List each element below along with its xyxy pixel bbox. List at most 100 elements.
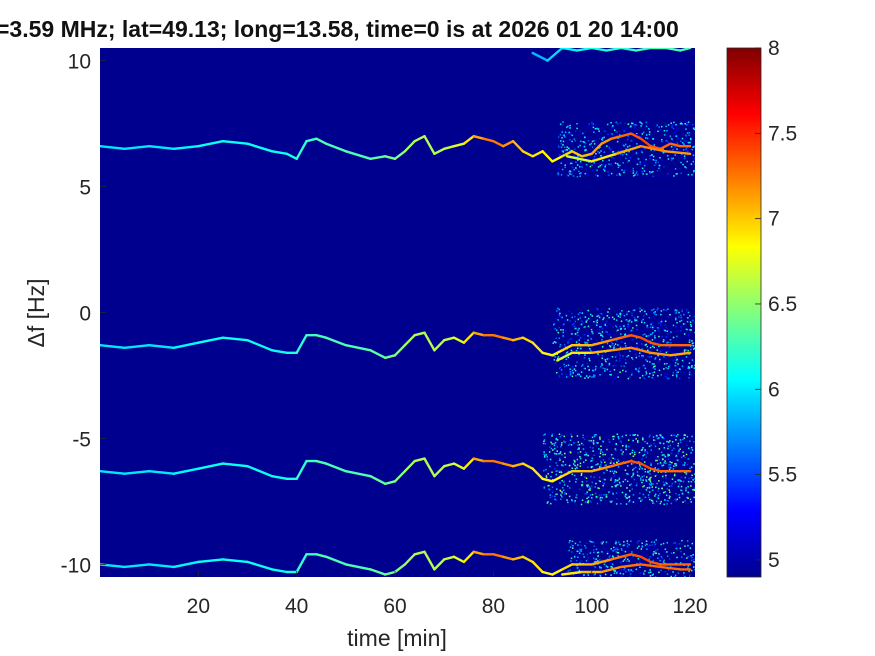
noise-speck bbox=[591, 122, 593, 124]
noise-speck bbox=[645, 173, 647, 175]
noise-speck bbox=[659, 462, 662, 464]
noise-speck bbox=[605, 330, 607, 333]
noise-speck bbox=[680, 122, 682, 124]
noise-speck bbox=[643, 321, 646, 324]
noise-speck bbox=[659, 559, 661, 562]
noise-speck bbox=[645, 137, 647, 139]
noise-speck bbox=[622, 461, 625, 463]
noise-speck bbox=[599, 452, 602, 455]
trace-segment bbox=[369, 155, 387, 161]
noise-speck bbox=[587, 558, 590, 561]
trace-segment bbox=[413, 457, 426, 463]
noise-speck bbox=[578, 134, 580, 136]
noise-speck bbox=[560, 162, 562, 164]
noise-speck bbox=[657, 471, 659, 473]
noise-speck bbox=[580, 172, 582, 174]
noise-speck bbox=[624, 328, 626, 330]
noise-speck bbox=[619, 325, 621, 328]
noise-speck bbox=[670, 452, 673, 455]
noise-speck bbox=[576, 331, 579, 334]
noise-speck bbox=[644, 164, 646, 167]
noise-speck bbox=[619, 354, 621, 357]
noise-speck bbox=[562, 140, 565, 143]
trace-segment bbox=[482, 137, 495, 143]
noise-speck bbox=[587, 309, 590, 312]
noise-speck bbox=[564, 491, 566, 494]
noise-speck bbox=[653, 366, 655, 368]
noise-speck bbox=[622, 544, 625, 547]
noise-speck bbox=[615, 359, 618, 362]
noise-speck bbox=[584, 341, 586, 344]
noise-speck bbox=[551, 471, 553, 473]
noise-speck bbox=[600, 499, 602, 502]
noise-speck bbox=[616, 570, 618, 573]
noise-speck bbox=[606, 368, 609, 371]
noise-speck bbox=[596, 551, 599, 554]
trace-segment bbox=[590, 152, 618, 163]
noise-speck bbox=[641, 170, 643, 173]
trace-segment bbox=[511, 462, 525, 468]
trace-segment bbox=[590, 349, 613, 354]
noise-speck bbox=[629, 453, 631, 455]
trace-segment bbox=[413, 331, 426, 337]
noise-speck bbox=[641, 545, 643, 547]
noise-speck bbox=[604, 478, 606, 481]
noise-speck bbox=[592, 447, 594, 449]
noise-speck bbox=[558, 154, 561, 156]
noise-speck bbox=[642, 437, 644, 439]
noise-speck bbox=[658, 554, 661, 556]
noise-speck bbox=[633, 349, 636, 352]
noise-speck bbox=[613, 462, 615, 464]
noise-speck bbox=[585, 477, 588, 479]
noise-speck bbox=[557, 357, 559, 360]
noise-speck bbox=[631, 452, 633, 454]
noise-speck bbox=[632, 501, 635, 503]
noise-speck bbox=[590, 350, 592, 352]
noise-speck bbox=[619, 568, 621, 571]
trace-segment bbox=[472, 134, 485, 140]
noise-speck bbox=[676, 459, 679, 461]
trace-segment bbox=[669, 351, 692, 357]
noise-speck bbox=[610, 456, 613, 458]
noise-speck bbox=[668, 466, 670, 468]
noise-speck bbox=[599, 567, 601, 570]
noise-speck bbox=[653, 470, 656, 473]
trace-segment bbox=[344, 150, 372, 161]
noise-speck bbox=[675, 369, 677, 372]
noise-speck bbox=[558, 471, 561, 473]
noise-speck bbox=[574, 315, 576, 318]
noise-speck bbox=[611, 316, 614, 319]
noise-speck bbox=[652, 159, 655, 161]
noise-speck bbox=[687, 458, 690, 460]
noise-speck bbox=[674, 356, 677, 358]
noise-speck bbox=[668, 494, 670, 497]
noise-speck bbox=[626, 313, 628, 316]
noise-speck bbox=[693, 568, 695, 571]
noise-speck bbox=[674, 146, 676, 148]
noise-speck bbox=[590, 485, 593, 488]
noise-speck bbox=[579, 465, 582, 467]
noise-speck bbox=[610, 132, 613, 135]
noise-speck bbox=[684, 500, 686, 502]
noise-speck bbox=[643, 475, 645, 477]
noise-speck bbox=[628, 544, 630, 546]
noise-speck bbox=[665, 346, 667, 349]
noise-speck bbox=[662, 151, 664, 154]
noise-speck bbox=[652, 436, 655, 438]
noise-speck bbox=[620, 441, 622, 443]
noise-speck bbox=[559, 345, 561, 348]
noise-speck bbox=[592, 153, 595, 156]
noise-speck bbox=[614, 376, 617, 378]
noise-speck bbox=[641, 448, 643, 451]
noise-speck bbox=[569, 338, 571, 340]
noise-speck bbox=[554, 468, 556, 470]
noise-speck bbox=[614, 162, 617, 164]
noise-speck bbox=[571, 435, 573, 438]
noise-speck bbox=[583, 356, 586, 359]
noise-speck bbox=[644, 496, 647, 499]
noise-speck bbox=[620, 503, 622, 505]
noise-speck bbox=[619, 360, 621, 362]
noise-speck bbox=[634, 353, 637, 356]
noise-speck bbox=[626, 545, 629, 548]
noise-speck bbox=[666, 155, 669, 157]
